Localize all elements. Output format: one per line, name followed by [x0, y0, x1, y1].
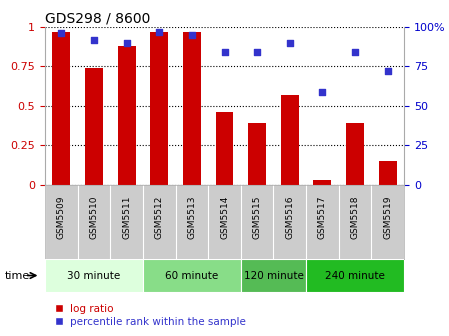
Bar: [241, 259, 306, 292]
Text: GSM5515: GSM5515: [253, 196, 262, 239]
Legend: log ratio, percentile rank within the sample: log ratio, percentile rank within the sa…: [50, 299, 250, 331]
Bar: [313, 180, 331, 185]
Text: GSM5514: GSM5514: [220, 196, 229, 239]
Point: [188, 32, 195, 37]
Bar: [248, 123, 266, 185]
Text: 240 minute: 240 minute: [325, 270, 385, 281]
Point: [352, 49, 359, 55]
Bar: [183, 32, 201, 185]
Text: GSM5516: GSM5516: [285, 196, 294, 239]
Point: [254, 49, 261, 55]
Point: [221, 49, 228, 55]
Text: GSM5510: GSM5510: [89, 196, 98, 239]
Text: GSM5513: GSM5513: [187, 196, 196, 239]
Text: GSM5518: GSM5518: [351, 196, 360, 239]
Bar: [150, 32, 168, 185]
Text: GSM5517: GSM5517: [318, 196, 327, 239]
Point: [123, 40, 130, 45]
Point: [319, 89, 326, 94]
Text: GDS298 / 8600: GDS298 / 8600: [45, 12, 150, 26]
Bar: [143, 259, 241, 292]
Bar: [52, 32, 70, 185]
Point: [286, 40, 293, 45]
Bar: [118, 46, 136, 185]
Text: 120 minute: 120 minute: [243, 270, 304, 281]
Bar: [216, 112, 233, 185]
Bar: [346, 123, 364, 185]
Text: GSM5509: GSM5509: [57, 196, 66, 239]
Bar: [379, 161, 397, 185]
Point: [156, 29, 163, 34]
Point: [90, 37, 97, 42]
Text: 30 minute: 30 minute: [67, 270, 120, 281]
Bar: [281, 95, 299, 185]
Bar: [85, 68, 103, 185]
Text: GSM5519: GSM5519: [383, 196, 392, 239]
Text: time: time: [4, 270, 30, 281]
Text: GSM5511: GSM5511: [122, 196, 131, 239]
Bar: [306, 259, 404, 292]
Bar: [45, 259, 143, 292]
Point: [384, 69, 392, 74]
Text: GSM5512: GSM5512: [155, 196, 164, 239]
Point: [57, 31, 65, 36]
Text: 60 minute: 60 minute: [165, 270, 219, 281]
